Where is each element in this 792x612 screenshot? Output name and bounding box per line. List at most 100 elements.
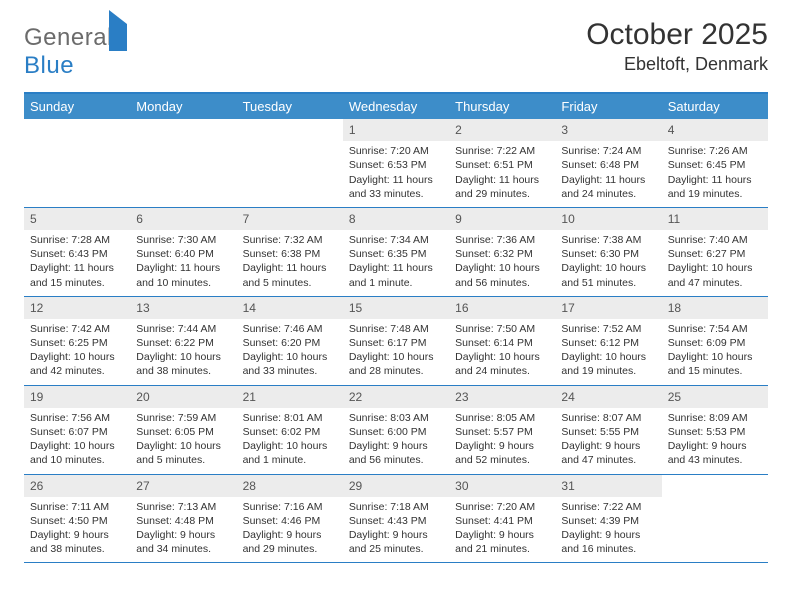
sunrise-text: Sunrise: 7:56 AM xyxy=(26,411,128,425)
sunrise-text: Sunrise: 7:22 AM xyxy=(451,144,553,158)
sunset-text: Sunset: 6:25 PM xyxy=(26,336,128,350)
sunrise-text: Sunrise: 7:26 AM xyxy=(664,144,766,158)
day-number: 9 xyxy=(449,208,555,230)
calendar-cell: 13Sunrise: 7:44 AMSunset: 6:22 PMDayligh… xyxy=(130,297,236,385)
daylight-text: Daylight: 11 hours and 1 minute. xyxy=(345,261,447,289)
daylight-text: Daylight: 10 hours and 28 minutes. xyxy=(345,350,447,378)
calendar-cell-empty xyxy=(130,119,236,207)
week-row: 26Sunrise: 7:11 AMSunset: 4:50 PMDayligh… xyxy=(24,475,768,564)
day-number: 22 xyxy=(343,386,449,408)
daylight-text: Daylight: 10 hours and 5 minutes. xyxy=(132,439,234,467)
day-number: 16 xyxy=(449,297,555,319)
daylight-text: Daylight: 9 hours and 16 minutes. xyxy=(557,528,659,556)
day-number: 28 xyxy=(237,475,343,497)
day-number: 29 xyxy=(343,475,449,497)
calendar-cell: 2Sunrise: 7:22 AMSunset: 6:51 PMDaylight… xyxy=(449,119,555,207)
sunset-text: Sunset: 6:51 PM xyxy=(451,158,553,172)
calendar-cell: 26Sunrise: 7:11 AMSunset: 4:50 PMDayligh… xyxy=(24,475,130,563)
sunrise-text: Sunrise: 7:18 AM xyxy=(345,500,447,514)
calendar-cell-empty xyxy=(662,475,768,563)
title-block: October 2025 Ebeltoft, Denmark xyxy=(586,18,768,75)
sunset-text: Sunset: 6:00 PM xyxy=(345,425,447,439)
calendar-cell: 21Sunrise: 8:01 AMSunset: 6:02 PMDayligh… xyxy=(237,386,343,474)
brand-logo: General Blue xyxy=(24,18,127,80)
day-number: 13 xyxy=(130,297,236,319)
logo-text-blue: Blue xyxy=(24,52,74,79)
sunrise-text: Sunrise: 7:32 AM xyxy=(239,233,341,247)
day-number: 31 xyxy=(555,475,661,497)
sunset-text: Sunset: 6:45 PM xyxy=(664,158,766,172)
day-number: 17 xyxy=(555,297,661,319)
calendar-cell: 19Sunrise: 7:56 AMSunset: 6:07 PMDayligh… xyxy=(24,386,130,474)
page-header: General Blue October 2025 Ebeltoft, Denm… xyxy=(24,18,768,80)
day-number: 15 xyxy=(343,297,449,319)
weekday-header: Friday xyxy=(555,94,661,119)
sunset-text: Sunset: 6:48 PM xyxy=(557,158,659,172)
sunrise-text: Sunrise: 7:16 AM xyxy=(239,500,341,514)
sunset-text: Sunset: 6:38 PM xyxy=(239,247,341,261)
calendar-cell-empty xyxy=(24,119,130,207)
calendar-cell: 15Sunrise: 7:48 AMSunset: 6:17 PMDayligh… xyxy=(343,297,449,385)
daylight-text: Daylight: 10 hours and 1 minute. xyxy=(239,439,341,467)
sunrise-text: Sunrise: 7:52 AM xyxy=(557,322,659,336)
weekday-header: Monday xyxy=(130,94,236,119)
sunrise-text: Sunrise: 8:05 AM xyxy=(451,411,553,425)
sunrise-text: Sunrise: 7:40 AM xyxy=(664,233,766,247)
day-number: 30 xyxy=(449,475,555,497)
sunrise-text: Sunrise: 7:59 AM xyxy=(132,411,234,425)
sunset-text: Sunset: 4:41 PM xyxy=(451,514,553,528)
sunrise-text: Sunrise: 7:42 AM xyxy=(26,322,128,336)
sunset-text: Sunset: 6:20 PM xyxy=(239,336,341,350)
calendar-cell: 14Sunrise: 7:46 AMSunset: 6:20 PMDayligh… xyxy=(237,297,343,385)
daylight-text: Daylight: 9 hours and 56 minutes. xyxy=(345,439,447,467)
sunset-text: Sunset: 5:55 PM xyxy=(557,425,659,439)
daylight-text: Daylight: 11 hours and 29 minutes. xyxy=(451,173,553,201)
calendar-cell: 1Sunrise: 7:20 AMSunset: 6:53 PMDaylight… xyxy=(343,119,449,207)
day-number: 24 xyxy=(555,386,661,408)
sunrise-text: Sunrise: 7:30 AM xyxy=(132,233,234,247)
weekday-header-row: SundayMondayTuesdayWednesdayThursdayFrid… xyxy=(24,94,768,119)
day-number: 14 xyxy=(237,297,343,319)
calendar-cell: 22Sunrise: 8:03 AMSunset: 6:00 PMDayligh… xyxy=(343,386,449,474)
day-number: 19 xyxy=(24,386,130,408)
day-number: 26 xyxy=(24,475,130,497)
calendar-cell: 7Sunrise: 7:32 AMSunset: 6:38 PMDaylight… xyxy=(237,208,343,296)
daylight-text: Daylight: 11 hours and 15 minutes. xyxy=(26,261,128,289)
calendar-cell: 10Sunrise: 7:38 AMSunset: 6:30 PMDayligh… xyxy=(555,208,661,296)
sunrise-text: Sunrise: 7:54 AM xyxy=(664,322,766,336)
sunrise-text: Sunrise: 7:20 AM xyxy=(451,500,553,514)
day-number: 11 xyxy=(662,208,768,230)
sunset-text: Sunset: 4:46 PM xyxy=(239,514,341,528)
calendar-cell: 23Sunrise: 8:05 AMSunset: 5:57 PMDayligh… xyxy=(449,386,555,474)
calendar-cell: 12Sunrise: 7:42 AMSunset: 6:25 PMDayligh… xyxy=(24,297,130,385)
day-number: 8 xyxy=(343,208,449,230)
sunset-text: Sunset: 6:09 PM xyxy=(664,336,766,350)
weekday-header: Thursday xyxy=(449,94,555,119)
sunset-text: Sunset: 6:17 PM xyxy=(345,336,447,350)
calendar-cell: 6Sunrise: 7:30 AMSunset: 6:40 PMDaylight… xyxy=(130,208,236,296)
day-number: 4 xyxy=(662,119,768,141)
day-number: 20 xyxy=(130,386,236,408)
daylight-text: Daylight: 10 hours and 56 minutes. xyxy=(451,261,553,289)
daylight-text: Daylight: 10 hours and 24 minutes. xyxy=(451,350,553,378)
sunset-text: Sunset: 4:39 PM xyxy=(557,514,659,528)
day-number: 27 xyxy=(130,475,236,497)
sunset-text: Sunset: 6:32 PM xyxy=(451,247,553,261)
calendar-cell: 16Sunrise: 7:50 AMSunset: 6:14 PMDayligh… xyxy=(449,297,555,385)
sunrise-text: Sunrise: 7:46 AM xyxy=(239,322,341,336)
calendar-cell: 18Sunrise: 7:54 AMSunset: 6:09 PMDayligh… xyxy=(662,297,768,385)
sunset-text: Sunset: 6:27 PM xyxy=(664,247,766,261)
sunset-text: Sunset: 6:35 PM xyxy=(345,247,447,261)
daylight-text: Daylight: 10 hours and 15 minutes. xyxy=(664,350,766,378)
daylight-text: Daylight: 11 hours and 19 minutes. xyxy=(664,173,766,201)
sunset-text: Sunset: 6:53 PM xyxy=(345,158,447,172)
sunset-text: Sunset: 6:07 PM xyxy=(26,425,128,439)
weekday-header: Sunday xyxy=(24,94,130,119)
calendar-cell: 30Sunrise: 7:20 AMSunset: 4:41 PMDayligh… xyxy=(449,475,555,563)
daylight-text: Daylight: 9 hours and 29 minutes. xyxy=(239,528,341,556)
sunrise-text: Sunrise: 7:20 AM xyxy=(345,144,447,158)
logo-text: General Blue xyxy=(24,24,127,80)
sunset-text: Sunset: 4:43 PM xyxy=(345,514,447,528)
calendar-cell: 31Sunrise: 7:22 AMSunset: 4:39 PMDayligh… xyxy=(555,475,661,563)
sunset-text: Sunset: 6:05 PM xyxy=(132,425,234,439)
